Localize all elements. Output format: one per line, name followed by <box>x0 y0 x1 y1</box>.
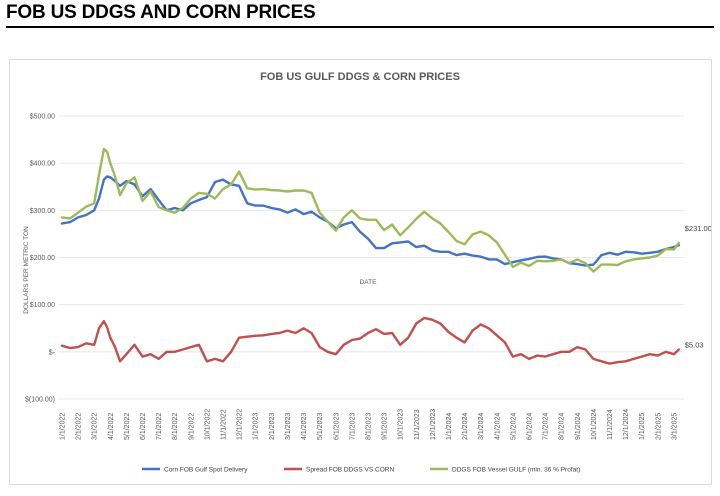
legend: Corn FOB Gulf Spot Delivery Spread FOB DD… <box>142 467 580 474</box>
y-tick-label: $(100.00) <box>25 397 55 404</box>
x-tick-label: 7/1/2024 <box>543 413 550 440</box>
x-tick-label: 4/1/2024 <box>494 413 501 440</box>
title-divider <box>6 26 714 28</box>
series-line-2 <box>60 147 680 273</box>
x-tick-label: 5/1/2023 <box>317 413 324 440</box>
end-value-label: $5.03 <box>685 340 704 349</box>
x-tick-label: 2/1/2023 <box>269 413 276 440</box>
y-gridlines <box>59 115 684 400</box>
legend-item: DDGS FOB Vessel GULF (min. 36 % Profat) <box>430 467 580 474</box>
x-tick-label: 3/1/2024 <box>478 413 485 440</box>
series-line-0 <box>60 175 680 267</box>
chart-frame: FOB US GULF DDGS & CORN PRICES $500.00 $4… <box>9 59 712 485</box>
x-tick-label: 7/1/2023 <box>349 413 356 440</box>
x-axis-ticks: 1/1/2022 2/1/2022 3/1/2022 4/1/2022 5/1/2022… <box>60 409 679 440</box>
x-tick-label: 11/1/2024 <box>607 409 614 440</box>
y-tick-label: $300.00 <box>30 208 55 215</box>
x-tick-label: 2/1/2024 <box>462 413 469 440</box>
x-tick-label: 11/1/2023 <box>414 409 421 440</box>
x-tick-label: 8/1/2024 <box>559 413 566 440</box>
end-value-label: $231.00 <box>685 224 711 233</box>
x-tick-label: 10/1/2024 <box>591 409 598 440</box>
series-lines <box>60 147 680 365</box>
x-tick-label: 9/1/2023 <box>382 413 389 440</box>
y-axis-label: DOLLARS PER METRIC TON <box>23 226 30 314</box>
x-tick-label: 6/1/2023 <box>333 413 340 440</box>
x-tick-label: 3/1/2025 <box>671 413 678 440</box>
x-tick-label: 10/1/2022 <box>204 409 211 440</box>
legend-label: DDGS FOB Vessel GULF (min. 36 % Profat) <box>452 467 580 474</box>
y-tick-label: $500.00 <box>30 114 55 121</box>
x-tick-label: 8/1/2023 <box>365 413 372 440</box>
x-axis-label: DATE <box>360 279 378 286</box>
legend-label: Spread FOB DDGS VS CORN <box>306 467 394 474</box>
legend-item: Spread FOB DDGS VS CORN <box>284 467 394 474</box>
y-tick-label: $400.00 <box>30 161 55 168</box>
x-tick-label: 1/1/2025 <box>639 413 646 440</box>
x-tick-label: 12/1/2023 <box>430 409 437 440</box>
series-line-1 <box>60 316 680 365</box>
x-tick-label: 11/1/2022 <box>221 409 228 440</box>
y-tick-label: $- <box>49 349 56 356</box>
x-tick-label: 7/1/2022 <box>156 413 163 440</box>
x-tick-label: 3/1/2022 <box>92 413 99 440</box>
x-tick-label: 10/1/2023 <box>398 409 405 440</box>
x-tick-label: 1/1/2024 <box>446 413 453 440</box>
x-tick-label: 3/1/2023 <box>285 413 292 440</box>
x-tick-label: 1/1/2023 <box>253 413 260 440</box>
x-tick-label: 2/1/2022 <box>76 413 83 440</box>
x-tick-label: 5/1/2022 <box>124 413 131 440</box>
x-tick-label: 2/1/2025 <box>655 413 662 440</box>
x-tick-label: 12/1/2022 <box>237 409 244 440</box>
x-tick-label: 6/1/2024 <box>527 413 534 440</box>
x-tick-label: 4/1/2022 <box>108 413 115 440</box>
chart-title: FOB US GULF DDGS & CORN PRICES <box>260 71 460 83</box>
legend-label: Corn FOB Gulf Spot Delivery <box>164 467 248 474</box>
end-value-annotations: $231.00 $5.03 <box>685 224 711 350</box>
x-tick-label: 9/1/2024 <box>575 413 582 440</box>
x-tick-label: 8/1/2022 <box>172 413 179 440</box>
x-tick-label: 12/1/2024 <box>623 409 630 440</box>
x-tick-label: 5/1/2024 <box>510 413 517 440</box>
page-title: FOB US DDGS AND CORN PRICES <box>6 2 316 23</box>
y-tick-label: $200.00 <box>30 255 55 262</box>
y-axis-ticks: $500.00 $400.00 $300.00 $200.00 $100.00 $- $(1… <box>25 114 56 404</box>
x-tick-label: 9/1/2022 <box>188 413 195 440</box>
chart: FOB US GULF DDGS & CORN PRICES $500.00 $4… <box>23 71 711 474</box>
x-tick-label: 4/1/2023 <box>301 413 308 440</box>
y-tick-label: $100.00 <box>30 302 55 309</box>
x-tick-label: 6/1/2022 <box>140 413 147 440</box>
x-tick-label: 1/1/2022 <box>60 413 67 440</box>
legend-item: Corn FOB Gulf Spot Delivery <box>142 467 248 474</box>
